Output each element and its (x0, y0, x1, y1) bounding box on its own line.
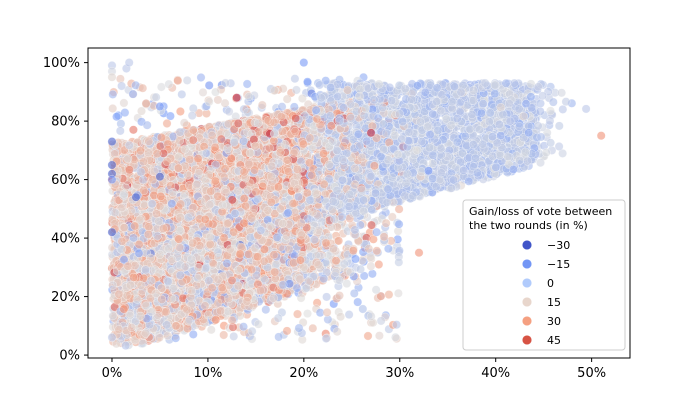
data-point (561, 97, 571, 107)
data-points (107, 58, 606, 351)
data-point (175, 107, 185, 116)
data-point (293, 309, 302, 319)
data-point (367, 269, 377, 279)
data-point (303, 309, 312, 319)
data-point (156, 82, 166, 92)
data-point (196, 73, 206, 82)
data-point (321, 334, 331, 343)
data-point (387, 212, 397, 222)
data-point (384, 290, 394, 300)
data-point (242, 79, 252, 89)
data-point (198, 87, 208, 97)
data-point (554, 121, 564, 131)
data-point (358, 304, 368, 314)
data-point (204, 80, 214, 90)
data-point (334, 236, 344, 246)
data-point (374, 260, 384, 269)
data-point (247, 334, 257, 344)
data-point (308, 323, 318, 333)
data-point (282, 94, 292, 104)
